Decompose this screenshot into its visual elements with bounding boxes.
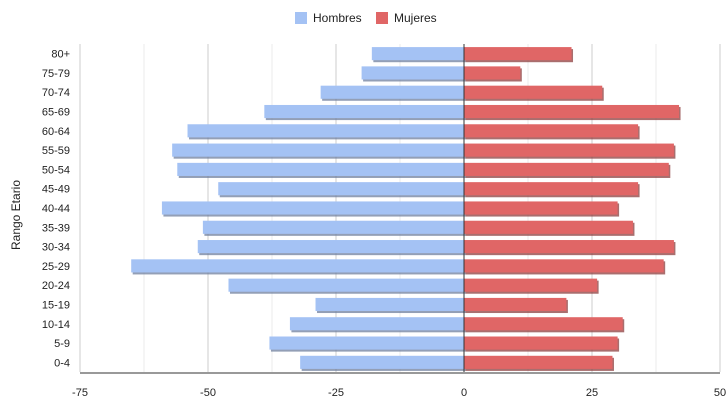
bar-mujeres-70-74[interactable]	[464, 85, 603, 99]
x-tick-label: -75	[72, 387, 88, 399]
bar-mujeres-20-24[interactable]	[464, 278, 598, 292]
bar-hombres-15-19[interactable]	[315, 297, 464, 312]
y-tick-label: 5-9	[54, 338, 70, 350]
bar-hombres-80+[interactable]	[371, 47, 464, 61]
bar-mujeres-80+[interactable]	[464, 47, 572, 61]
bar-mujeres-25-29[interactable]	[464, 259, 664, 273]
y-tick-label: 70-74	[42, 87, 70, 99]
bar-hombres-5-9[interactable]	[269, 336, 464, 350]
bar-mujeres-40-44[interactable]	[464, 201, 618, 215]
y-tick-label: 25-29	[42, 261, 70, 273]
bar-hombres-70-74[interactable]	[320, 85, 464, 99]
bar-hombres-20-24[interactable]	[228, 278, 464, 292]
y-tick-label: 30-34	[42, 242, 70, 254]
bar-mujeres-5-9[interactable]	[464, 336, 618, 350]
bar-mujeres-55-59[interactable]	[464, 143, 674, 157]
legend-label-mujeres[interactable]: Mujeres	[394, 11, 437, 25]
bar-mujeres-35-39[interactable]	[464, 220, 633, 234]
x-tick-label: -25	[328, 387, 344, 399]
y-tick-label: 45-49	[42, 184, 70, 196]
bar-hombres-65-69[interactable]	[264, 104, 464, 119]
y-axis-title: Rango Etario	[9, 180, 23, 250]
y-tick-label: 55-59	[42, 145, 70, 157]
y-tick-label: 80+	[51, 49, 70, 61]
bar-mujeres-65-69[interactable]	[464, 104, 680, 119]
bar-mujeres-75-79[interactable]	[464, 66, 521, 80]
x-tick-label: 0	[461, 387, 467, 399]
bar-hombres-50-54[interactable]	[177, 162, 464, 176]
bar-hombres-55-59[interactable]	[172, 143, 464, 157]
y-tick-label: 10-14	[42, 319, 70, 331]
legend: Hombres Mujeres	[295, 11, 437, 25]
bar-mujeres-60-64[interactable]	[464, 124, 639, 138]
x-tick-label: -50	[200, 387, 216, 399]
y-tick-label: 35-39	[42, 222, 70, 234]
y-tick-label: 50-54	[42, 164, 70, 176]
y-tick-label: 0-4	[54, 357, 70, 369]
bar-hombres-25-29[interactable]	[131, 259, 464, 273]
bar-hombres-45-49[interactable]	[218, 182, 464, 196]
bar-hombres-75-79[interactable]	[361, 66, 464, 80]
bar-hombres-40-44[interactable]	[161, 201, 465, 215]
bars-layer	[131, 47, 681, 371]
y-tick-label: 15-19	[42, 299, 70, 311]
bar-hombres-30-34[interactable]	[197, 240, 464, 254]
bar-hombres-0-4[interactable]	[300, 355, 464, 369]
axis-layer: 80+ 75-79 70-74 65-69 60-64 55-59 50-54 45-49 40…	[42, 44, 726, 399]
bar-mujeres-30-34[interactable]	[464, 240, 674, 254]
y-tick-label: 40-44	[42, 203, 70, 215]
x-tick-label: 50	[714, 387, 726, 399]
bar-hombres-60-64[interactable]	[187, 124, 464, 138]
bar-mujeres-50-54[interactable]	[464, 162, 669, 176]
legend-label-hombres[interactable]: Hombres	[313, 11, 362, 25]
bar-mujeres-10-14[interactable]	[464, 317, 623, 331]
y-tick-label: 60-64	[42, 126, 70, 138]
bar-mujeres-45-49[interactable]	[464, 182, 639, 196]
y-tick-label: 20-24	[42, 280, 70, 292]
y-tick-label: 75-79	[42, 68, 70, 80]
bar-hombres-10-14[interactable]	[289, 317, 464, 331]
bar-mujeres-15-19[interactable]	[464, 297, 567, 312]
bar-mujeres-0-4[interactable]	[464, 355, 613, 369]
x-tick-label: 25	[586, 387, 598, 399]
legend-swatch-mujeres[interactable]	[376, 12, 388, 24]
y-tick-label: 65-69	[42, 107, 70, 119]
bar-hombres-35-39[interactable]	[202, 220, 464, 234]
legend-swatch-hombres[interactable]	[295, 12, 307, 24]
